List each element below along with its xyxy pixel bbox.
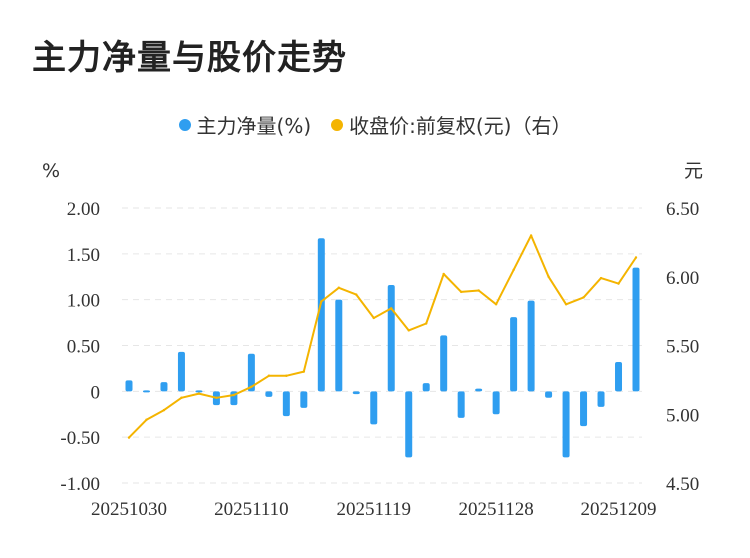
y-right-tick-label: 5.00	[666, 405, 699, 426]
point-close-price	[145, 418, 148, 421]
point-close-price	[529, 234, 533, 237]
legend: 主力净量(%) 收盘价:前复权(元)（右）	[0, 110, 750, 139]
x-tick-label: 20251110	[214, 499, 289, 520]
bar-net-volume[interactable]	[177, 351, 185, 392]
bar-net-volume[interactable]	[282, 391, 290, 417]
bar-net-volume[interactable]	[160, 382, 168, 392]
bar-net-volume[interactable]	[300, 391, 308, 408]
bar-net-volume[interactable]	[457, 391, 465, 418]
bar-net-volume[interactable]	[615, 362, 623, 392]
bar-net-volume[interactable]	[597, 391, 605, 407]
y-right-tick-label: 6.50	[666, 199, 699, 220]
bar-net-volume[interactable]	[247, 353, 255, 392]
x-tick-label: 20251119	[336, 499, 411, 520]
point-close-price	[617, 282, 620, 285]
point-close-price	[512, 268, 515, 272]
bar-net-volume[interactable]	[142, 390, 150, 393]
point-close-price	[582, 296, 585, 299]
point-close-price	[215, 396, 218, 399]
legend-label-close-price: 收盘价:前复权(元)（右）	[349, 114, 572, 138]
point-close-price	[425, 322, 428, 325]
bar-net-volume[interactable]	[370, 391, 378, 425]
point-close-price	[390, 307, 393, 310]
y-right-unit: 元	[684, 160, 703, 182]
point-close-price	[320, 300, 323, 303]
x-tick-label: 20251030	[91, 499, 167, 520]
y-left-unit: %	[42, 160, 60, 182]
bar-net-volume[interactable]	[195, 390, 203, 393]
bar-net-volume[interactable]	[527, 300, 535, 392]
bar-net-volume[interactable]	[125, 380, 133, 392]
point-close-price	[442, 272, 445, 276]
bar-net-volume[interactable]	[405, 391, 413, 458]
bar-net-volume[interactable]	[562, 391, 570, 458]
point-close-price	[232, 393, 236, 397]
bar-net-volume[interactable]	[440, 335, 448, 392]
point-close-price	[162, 408, 166, 412]
y-right-tick-label: 6.00	[666, 268, 699, 289]
legend-marker-close-price	[331, 118, 344, 131]
point-close-price	[197, 392, 201, 395]
line-close-price[interactable]	[128, 234, 637, 439]
point-close-price	[564, 303, 568, 306]
legend-marker-net-volume	[178, 118, 191, 131]
y-left-tick-label: 1.50	[67, 245, 100, 266]
point-close-price	[180, 396, 183, 399]
point-close-price	[302, 370, 306, 373]
bar-net-volume[interactable]	[422, 383, 430, 392]
bar-net-volume[interactable]	[265, 391, 273, 397]
point-close-price	[599, 276, 603, 280]
x-tick-label: 20251128	[458, 499, 533, 520]
bar-net-volume[interactable]	[335, 299, 343, 392]
chart-title: 主力净量与股价走势	[32, 38, 347, 78]
legend-label-net-volume: 主力净量(%)	[196, 114, 312, 138]
y-right-tick-label: 5.50	[666, 337, 699, 358]
y-left-tick-label: 0	[91, 382, 101, 403]
y-left-tick-label: 1.00	[67, 291, 100, 312]
point-close-price	[285, 374, 288, 377]
bar-net-volume[interactable]	[475, 388, 483, 392]
point-close-price	[337, 286, 340, 289]
legend-item-close-price[interactable]: 收盘价:前复权(元)（右）	[331, 110, 571, 139]
point-close-price	[494, 303, 498, 306]
bar-net-volume[interactable]	[545, 391, 553, 398]
bar-net-volume[interactable]	[510, 317, 518, 392]
bar-net-volume[interactable]	[352, 391, 360, 395]
point-close-price	[459, 290, 463, 294]
legend-item-net-volume[interactable]: 主力净量(%)	[178, 110, 312, 139]
point-close-price	[250, 385, 253, 388]
bar-net-volume[interactable]	[580, 391, 588, 427]
point-close-price	[477, 289, 480, 292]
point-close-price	[267, 374, 271, 377]
y-left-tick-label: 2.00	[67, 199, 100, 220]
point-close-price	[634, 256, 638, 259]
bar-net-volume[interactable]	[317, 238, 325, 392]
x-tick-label: 20251209	[581, 499, 657, 520]
point-close-price	[547, 275, 550, 278]
point-close-price	[127, 436, 131, 439]
bar-net-volume[interactable]	[492, 391, 500, 415]
point-close-price	[372, 316, 375, 320]
y-left-tick-label: 0.50	[67, 337, 100, 358]
bar-net-volume[interactable]	[632, 267, 640, 392]
y-left-tick-label: -1.00	[60, 474, 100, 495]
point-close-price	[355, 293, 358, 296]
bar-net-volume[interactable]	[387, 285, 395, 392]
point-close-price	[407, 329, 410, 332]
y-left-tick-label: -0.50	[60, 428, 100, 449]
y-right-tick-label: 4.50	[666, 474, 699, 495]
